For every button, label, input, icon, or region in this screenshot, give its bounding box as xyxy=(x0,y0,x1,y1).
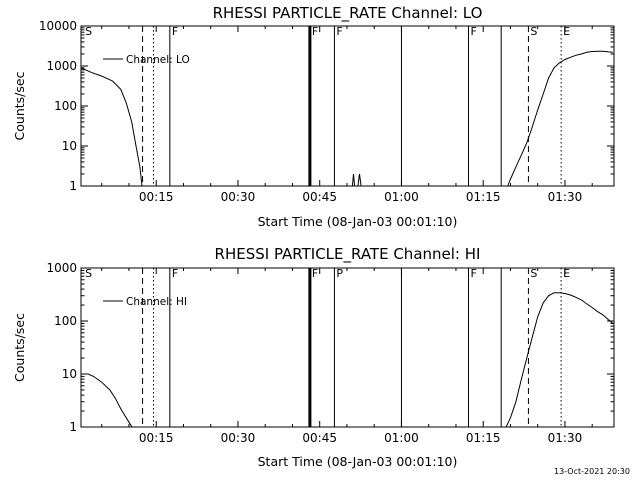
event-marker-label: E xyxy=(563,267,570,280)
y-tick-label: 1 xyxy=(69,420,77,434)
event-marker-label: E xyxy=(563,25,570,38)
chart-panel-2: RHESSI PARTICLE_RATE Channel: HI 00:15 00:… xyxy=(12,245,615,469)
plot-frame xyxy=(80,25,615,187)
x-tick-label: 01:00 xyxy=(384,190,419,204)
series-line xyxy=(81,373,133,428)
legend-entry: Channel: HI xyxy=(126,296,187,308)
event-marker-label: F xyxy=(172,25,178,38)
x-tick-label: 01:15 xyxy=(466,190,501,204)
y-axis-label: Counts/sec xyxy=(12,313,27,382)
x-tick-label: 01:30 xyxy=(548,190,583,204)
series-line xyxy=(351,173,356,187)
series-line xyxy=(505,292,614,428)
event-marker-label: S xyxy=(85,267,92,280)
footer-timestamp: 13-Oct-2021 20:30 xyxy=(554,467,630,476)
chart-panel-1: RHESSI PARTICLE_RATE Channel: LO 00:15 00:… xyxy=(12,4,615,229)
y-tick-label: 1000 xyxy=(46,261,77,275)
series-line xyxy=(507,50,613,187)
event-marker-label: F xyxy=(336,25,342,38)
y-tick-label: 1 xyxy=(69,179,77,193)
event-marker-label: F xyxy=(312,25,318,38)
x-tick-label: 01:30 xyxy=(548,431,583,445)
x-tick-label: 00:30 xyxy=(221,190,256,204)
y-tick-label: 10000 xyxy=(39,19,77,33)
plot-frame xyxy=(80,267,615,428)
series-line xyxy=(357,173,362,187)
x-tick-label: 00:45 xyxy=(302,431,337,445)
chart-title: RHESSI PARTICLE_RATE Channel: LO xyxy=(213,4,483,23)
series-line xyxy=(80,67,143,187)
event-marker-label: F xyxy=(172,267,178,280)
event-marker-label: P xyxy=(336,267,343,280)
x-tick-label: 01:00 xyxy=(384,431,419,445)
y-tick-label: 10 xyxy=(62,139,77,153)
x-tick-label: 00:15 xyxy=(139,190,174,204)
x-tick-label: 00:15 xyxy=(139,431,174,445)
y-tick-label: 1000 xyxy=(46,59,77,73)
y-tick-label: 10 xyxy=(62,367,77,381)
x-tick-label: 00:30 xyxy=(221,431,256,445)
event-marker-label: F xyxy=(312,267,318,280)
x-tick-label: 01:15 xyxy=(466,431,501,445)
y-tick-label: 100 xyxy=(54,314,77,328)
event-marker-label: F xyxy=(470,25,476,38)
legend-entry: Channel: LO xyxy=(126,54,190,66)
x-axis-label: Start Time (08-Jan-03 00:01:10) xyxy=(258,454,458,469)
chart-title: RHESSI PARTICLE_RATE Channel: HI xyxy=(215,245,481,264)
x-axis-label: Start Time (08-Jan-03 00:01:10) xyxy=(258,214,458,229)
x-tick-label: 00:45 xyxy=(302,190,337,204)
y-axis-label: Counts/sec xyxy=(12,71,27,140)
y-tick-label: 100 xyxy=(54,99,77,113)
event-marker-label: S xyxy=(530,267,537,280)
event-marker-label: S xyxy=(530,25,537,38)
event-marker-label: S xyxy=(85,25,92,38)
event-marker-label: F xyxy=(470,267,476,280)
